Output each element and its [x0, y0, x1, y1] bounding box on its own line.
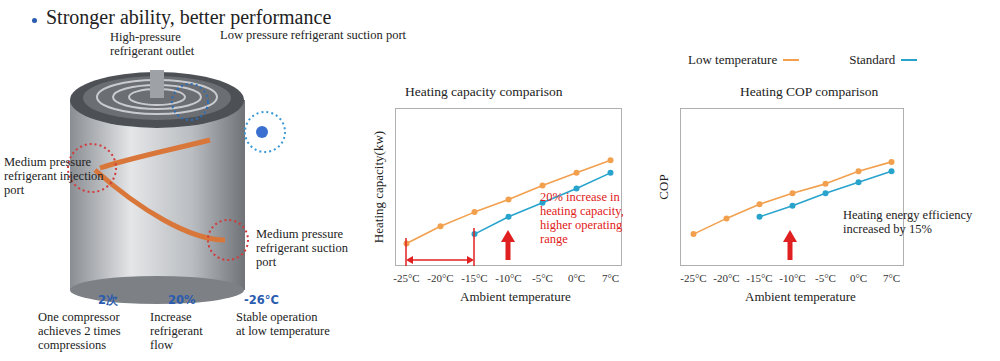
- html-text:Stronger ability, better perfo: Stronger ability, better performance: [46, 6, 332, 28]
- html-text:Ambient temperature: Ambient temperature: [745, 289, 856, 304]
- html-text:port: port: [4, 183, 25, 197]
- html-text:at low temperature: at low temperature: [236, 324, 330, 338]
- html-text:High-pressure: High-pressure: [110, 30, 181, 44]
- svg-text:0°C: 0°C: [568, 272, 585, 284]
- html-text:Stable operation: Stable operation: [236, 310, 318, 324]
- html-text:refrigerant suction: refrigerant suction: [256, 241, 348, 255]
- html-text:higher operating: higher operating: [540, 218, 623, 232]
- html-text:Heating COP comparison: Heating COP comparison: [740, 84, 879, 99]
- html-text:Low pressure refrigerant sucti: Low pressure refrigerant suction port: [220, 28, 407, 42]
- svg-text:-20°C: -20°C: [427, 272, 453, 284]
- html-text:refrigerant: refrigerant: [150, 324, 203, 338]
- html-text:achieves 2 times: achieves 2 times: [38, 324, 121, 338]
- html-text:Low temperature: Low temperature: [688, 52, 778, 67]
- html-text:Medium pressure: Medium pressure: [256, 227, 344, 241]
- svg-text:7°C: 7°C: [883, 272, 900, 284]
- svg-text:-25°C: -25°C: [393, 272, 419, 284]
- svg-text:0°C: 0°C: [850, 272, 867, 284]
- html-text:range: range: [540, 232, 568, 246]
- html-text:flow: flow: [150, 338, 173, 352]
- html-text:Increase: Increase: [150, 310, 192, 324]
- html-text:increased by 15%: increased by 15%: [843, 222, 932, 236]
- svg-text:-10°C: -10°C: [779, 272, 805, 284]
- html-text:Heating capacity comparison: Heating capacity comparison: [405, 84, 563, 99]
- html-text:refrigerant injection: refrigerant injection: [4, 169, 104, 183]
- svg-text:-20°C: -20°C: [713, 272, 739, 284]
- html-text:Heating energy efficiency: Heating energy efficiency: [843, 208, 973, 222]
- svg-text:-25°C: -25°C: [680, 272, 706, 284]
- svg-text:-10°C: -10°C: [495, 272, 521, 284]
- html-text:COP: COP: [656, 173, 671, 200]
- svg-text:-15°C: -15°C: [746, 272, 772, 284]
- html-text:Heating capacity(kw): Heating capacity(kw): [371, 130, 386, 243]
- html-text:20% increase in: 20% increase in: [540, 190, 620, 204]
- svg-text:-5°C: -5°C: [532, 272, 553, 284]
- svg-text:-15°C: -15°C: [461, 272, 487, 284]
- html-text:Ambient temperature: Ambient temperature: [460, 289, 571, 304]
- html-text:heating capacity,: heating capacity,: [540, 204, 624, 218]
- svg-text:7°C: 7°C: [602, 272, 619, 284]
- html-text:20%: 20%: [168, 293, 196, 307]
- html-text:One compressor: One compressor: [38, 310, 120, 324]
- html-text:Standard: Standard: [849, 52, 896, 67]
- html-text:2次: 2次: [98, 293, 118, 307]
- html-text:compressions: compressions: [38, 338, 107, 352]
- html-text:-26°C: -26°C: [244, 293, 279, 307]
- html-text:refrigerant outlet: refrigerant outlet: [110, 44, 195, 58]
- html-text:Medium pressure: Medium pressure: [4, 155, 92, 169]
- html-text:port: port: [256, 255, 277, 269]
- svg-text:-5°C: -5°C: [815, 272, 836, 284]
